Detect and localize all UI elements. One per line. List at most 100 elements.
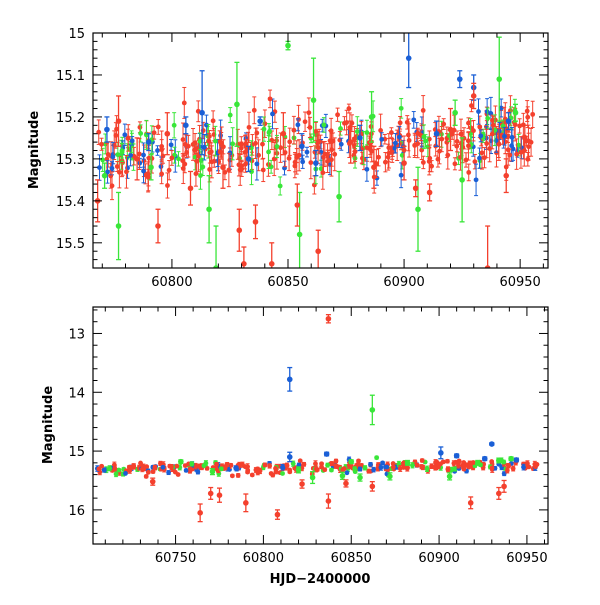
red-point [155, 208, 161, 244]
blue-point [323, 451, 330, 457]
bottom-panel-ticks: 60750 60800 60850 60900 60950 13 14 15 16 [68, 307, 548, 566]
band-point [187, 466, 193, 472]
band-point [189, 461, 195, 467]
band-point [473, 163, 479, 197]
band-point [420, 95, 426, 126]
band-point [401, 465, 407, 470]
band-point [308, 133, 314, 144]
red-point [207, 486, 214, 500]
red-point [294, 183, 301, 227]
red-point [149, 477, 156, 486]
band-point [364, 119, 370, 146]
band-point [159, 130, 165, 163]
band-point [374, 455, 380, 461]
band-point [366, 468, 372, 474]
band-point [393, 133, 398, 154]
band-point [165, 172, 170, 199]
y-tick-label: 15.2 [56, 111, 85, 126]
band-point [295, 118, 301, 132]
band-point [282, 160, 287, 176]
band-point [222, 464, 228, 471]
band-point [124, 155, 129, 189]
band-point [400, 461, 406, 467]
bottom-panel-x-axis-label: HJD−2400000 [270, 572, 371, 587]
band-point [420, 155, 426, 170]
y-tick-label: 15.4 [56, 195, 85, 210]
red-point [115, 95, 122, 147]
band-point [487, 134, 493, 163]
band-point [390, 463, 396, 471]
green-point [387, 472, 393, 481]
blue-point [313, 149, 319, 177]
band-point [397, 126, 402, 149]
band-point [267, 125, 273, 137]
red-point [187, 170, 194, 206]
band-point [109, 171, 115, 201]
band-point [532, 460, 538, 468]
red-point [315, 229, 321, 268]
green-point [357, 473, 363, 482]
band-point [278, 132, 283, 163]
y-tick-label: 15 [68, 27, 85, 42]
band-point [319, 464, 324, 470]
red-point [243, 493, 249, 513]
band-point [267, 463, 273, 469]
band-point [439, 125, 445, 153]
blue-point [257, 116, 263, 126]
blue-point [488, 441, 495, 447]
band-point [466, 163, 472, 182]
band-point [445, 458, 450, 464]
band-point [226, 152, 232, 188]
red-point [220, 145, 226, 189]
band-point [253, 127, 258, 160]
band-point [488, 96, 494, 131]
band-point [128, 144, 133, 167]
band-point [169, 463, 174, 470]
band-point [261, 116, 267, 142]
green-point [348, 458, 355, 465]
x-tick-label: 60850 [267, 275, 308, 290]
red-point [299, 479, 305, 489]
green-point [115, 191, 122, 261]
band-point [238, 141, 244, 155]
band-point [107, 465, 113, 472]
band-point [300, 154, 306, 169]
band-point [100, 147, 106, 172]
band-point [332, 137, 338, 172]
green-point [101, 162, 108, 189]
band-point [378, 113, 384, 148]
band-point [346, 103, 352, 114]
band-point [286, 145, 292, 172]
band-point [319, 461, 324, 467]
band-point [119, 142, 125, 159]
band-point [505, 462, 511, 468]
band-point [230, 127, 236, 161]
band-point [304, 146, 310, 158]
band-point [530, 100, 536, 128]
band-point [349, 114, 355, 133]
band-point [125, 157, 130, 179]
band-point [465, 132, 471, 150]
blue-point [145, 133, 152, 152]
band-point [112, 465, 118, 472]
band-point [175, 472, 181, 477]
band-point [218, 466, 224, 472]
band-point [128, 465, 134, 471]
band-point [514, 138, 520, 170]
top-panel-ticks: 60800 60850 60900 60950 15 15.1 15.2 15.3 15.4 15… [56, 27, 548, 290]
green-point [369, 394, 376, 426]
y-tick-label: 15.3 [56, 153, 85, 168]
red-point [343, 479, 349, 488]
band-point [357, 466, 363, 472]
band-point [452, 157, 458, 171]
band-point [351, 126, 357, 152]
band-point [460, 462, 466, 469]
band-point [141, 158, 146, 184]
green-point [496, 36, 503, 122]
band-point [152, 464, 158, 471]
band-point [155, 119, 161, 135]
band-point [166, 160, 172, 181]
red-point [268, 242, 275, 268]
red-point [521, 124, 528, 152]
